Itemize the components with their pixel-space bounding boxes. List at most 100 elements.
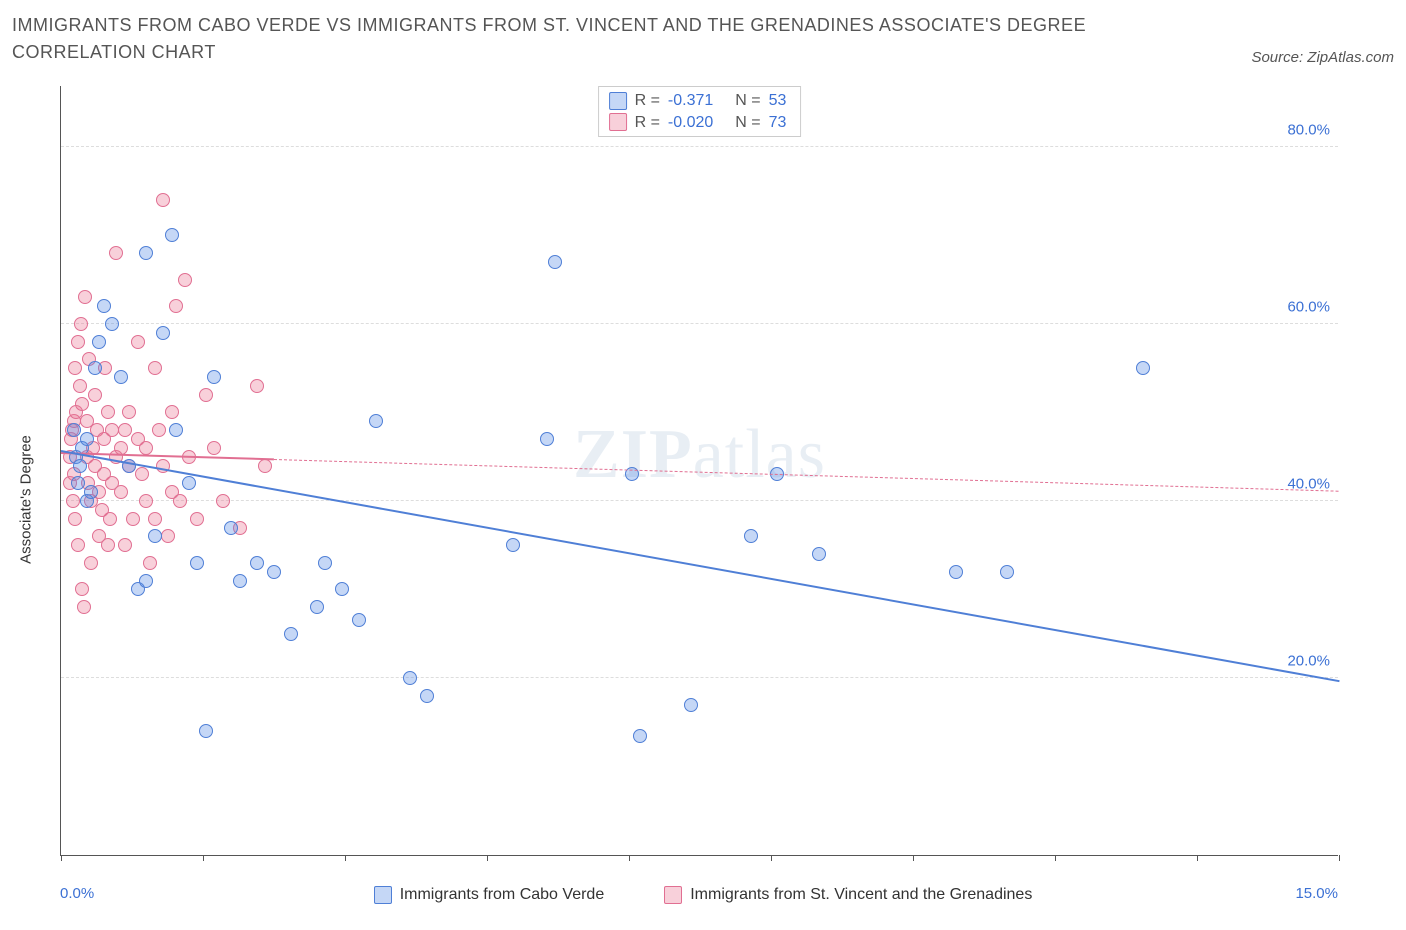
n-label: N = bbox=[735, 112, 760, 134]
x-tick bbox=[345, 855, 346, 861]
scatter-point-a bbox=[1136, 361, 1150, 375]
x-tick bbox=[203, 855, 204, 861]
scatter-point-b bbox=[143, 556, 157, 570]
scatter-point-a bbox=[233, 574, 247, 588]
scatter-point-b bbox=[148, 361, 162, 375]
trend-line bbox=[274, 459, 1339, 492]
stats-row-b: R = -0.020 N = 73 bbox=[609, 112, 787, 134]
swatch-b-icon bbox=[664, 886, 682, 904]
scatter-point-a bbox=[114, 370, 128, 384]
swatch-a-icon bbox=[374, 886, 392, 904]
scatter-point-b bbox=[68, 512, 82, 526]
scatter-point-a bbox=[684, 698, 698, 712]
legend-label-b: Immigrants from St. Vincent and the Gren… bbox=[690, 886, 1032, 904]
scatter-point-a bbox=[540, 432, 554, 446]
scatter-point-b bbox=[114, 485, 128, 499]
scatter-point-b bbox=[66, 494, 80, 508]
scatter-point-b bbox=[78, 290, 92, 304]
r-label: R = bbox=[635, 112, 660, 134]
scatter-point-b bbox=[109, 246, 123, 260]
y-tick-label: 80.0% bbox=[1287, 121, 1330, 138]
legend-label-a: Immigrants from Cabo Verde bbox=[400, 886, 605, 904]
x-tick bbox=[1339, 855, 1340, 861]
scatter-point-a bbox=[169, 423, 183, 437]
scatter-point-b bbox=[118, 423, 132, 437]
scatter-point-a bbox=[949, 565, 963, 579]
x-tick bbox=[61, 855, 62, 861]
scatter-point-b bbox=[190, 512, 204, 526]
watermark: ZIPatlas bbox=[573, 415, 826, 495]
scatter-point-a bbox=[84, 485, 98, 499]
scatter-point-a bbox=[207, 370, 221, 384]
scatter-point-a bbox=[369, 414, 383, 428]
scatter-point-a bbox=[506, 538, 520, 552]
series-legend: Immigrants from Cabo Verde Immigrants fr… bbox=[12, 886, 1394, 904]
x-tick bbox=[913, 855, 914, 861]
r-value-b: -0.020 bbox=[668, 112, 713, 134]
scatter-point-b bbox=[258, 459, 272, 473]
scatter-point-b bbox=[165, 405, 179, 419]
scatter-point-b bbox=[216, 494, 230, 508]
stats-legend: R = -0.371 N = 53 R = -0.020 N = 73 bbox=[598, 86, 802, 137]
scatter-point-a bbox=[139, 246, 153, 260]
scatter-point-a bbox=[420, 689, 434, 703]
x-tick bbox=[629, 855, 630, 861]
chart-container: Associate's Degree ZIPatlas R = -0.371 N… bbox=[12, 76, 1394, 906]
scatter-point-a bbox=[335, 582, 349, 596]
scatter-point-a bbox=[199, 724, 213, 738]
scatter-point-b bbox=[207, 441, 221, 455]
y-tick-label: 60.0% bbox=[1287, 298, 1330, 315]
scatter-point-a bbox=[165, 228, 179, 242]
scatter-point-a bbox=[67, 423, 81, 437]
scatter-point-b bbox=[88, 388, 102, 402]
scatter-point-b bbox=[148, 512, 162, 526]
y-axis-title: Associate's Degree bbox=[18, 435, 35, 564]
scatter-point-a bbox=[284, 627, 298, 641]
scatter-point-b bbox=[122, 405, 136, 419]
scatter-point-b bbox=[77, 600, 91, 614]
scatter-point-a bbox=[88, 361, 102, 375]
scatter-point-a bbox=[403, 671, 417, 685]
scatter-point-a bbox=[812, 547, 826, 561]
scatter-point-b bbox=[68, 361, 82, 375]
scatter-point-a bbox=[182, 476, 196, 490]
gridline bbox=[61, 500, 1338, 501]
scatter-point-a bbox=[148, 529, 162, 543]
scatter-point-b bbox=[139, 441, 153, 455]
scatter-point-b bbox=[118, 538, 132, 552]
x-tick bbox=[487, 855, 488, 861]
scatter-point-b bbox=[139, 494, 153, 508]
scatter-point-a bbox=[224, 521, 238, 535]
source-attribution: Source: ZipAtlas.com bbox=[1251, 49, 1394, 66]
scatter-point-b bbox=[152, 423, 166, 437]
scatter-point-a bbox=[318, 556, 332, 570]
scatter-point-a bbox=[310, 600, 324, 614]
chart-title: IMMIGRANTS FROM CABO VERDE VS IMMIGRANTS… bbox=[12, 12, 1162, 66]
gridline bbox=[61, 677, 1338, 678]
scatter-point-a bbox=[92, 335, 106, 349]
scatter-point-b bbox=[173, 494, 187, 508]
scatter-point-a bbox=[352, 613, 366, 627]
scatter-point-b bbox=[73, 379, 87, 393]
scatter-point-a bbox=[190, 556, 204, 570]
scatter-point-a bbox=[1000, 565, 1014, 579]
scatter-point-b bbox=[103, 512, 117, 526]
scatter-point-b bbox=[156, 193, 170, 207]
scatter-point-b bbox=[169, 299, 183, 313]
x-tick bbox=[771, 855, 772, 861]
scatter-point-b bbox=[71, 538, 85, 552]
n-value-b: 73 bbox=[769, 112, 787, 134]
swatch-a bbox=[609, 92, 627, 110]
plot-area: ZIPatlas R = -0.371 N = 53 R = -0.020 N … bbox=[60, 86, 1338, 856]
scatter-point-a bbox=[744, 529, 758, 543]
scatter-point-b bbox=[178, 273, 192, 287]
scatter-point-b bbox=[71, 335, 85, 349]
scatter-point-a bbox=[71, 476, 85, 490]
scatter-point-a bbox=[73, 459, 87, 473]
gridline bbox=[61, 146, 1338, 147]
scatter-point-a bbox=[105, 317, 119, 331]
r-value-a: -0.371 bbox=[668, 90, 713, 112]
scatter-point-b bbox=[131, 335, 145, 349]
swatch-b bbox=[609, 113, 627, 131]
scatter-point-b bbox=[161, 529, 175, 543]
